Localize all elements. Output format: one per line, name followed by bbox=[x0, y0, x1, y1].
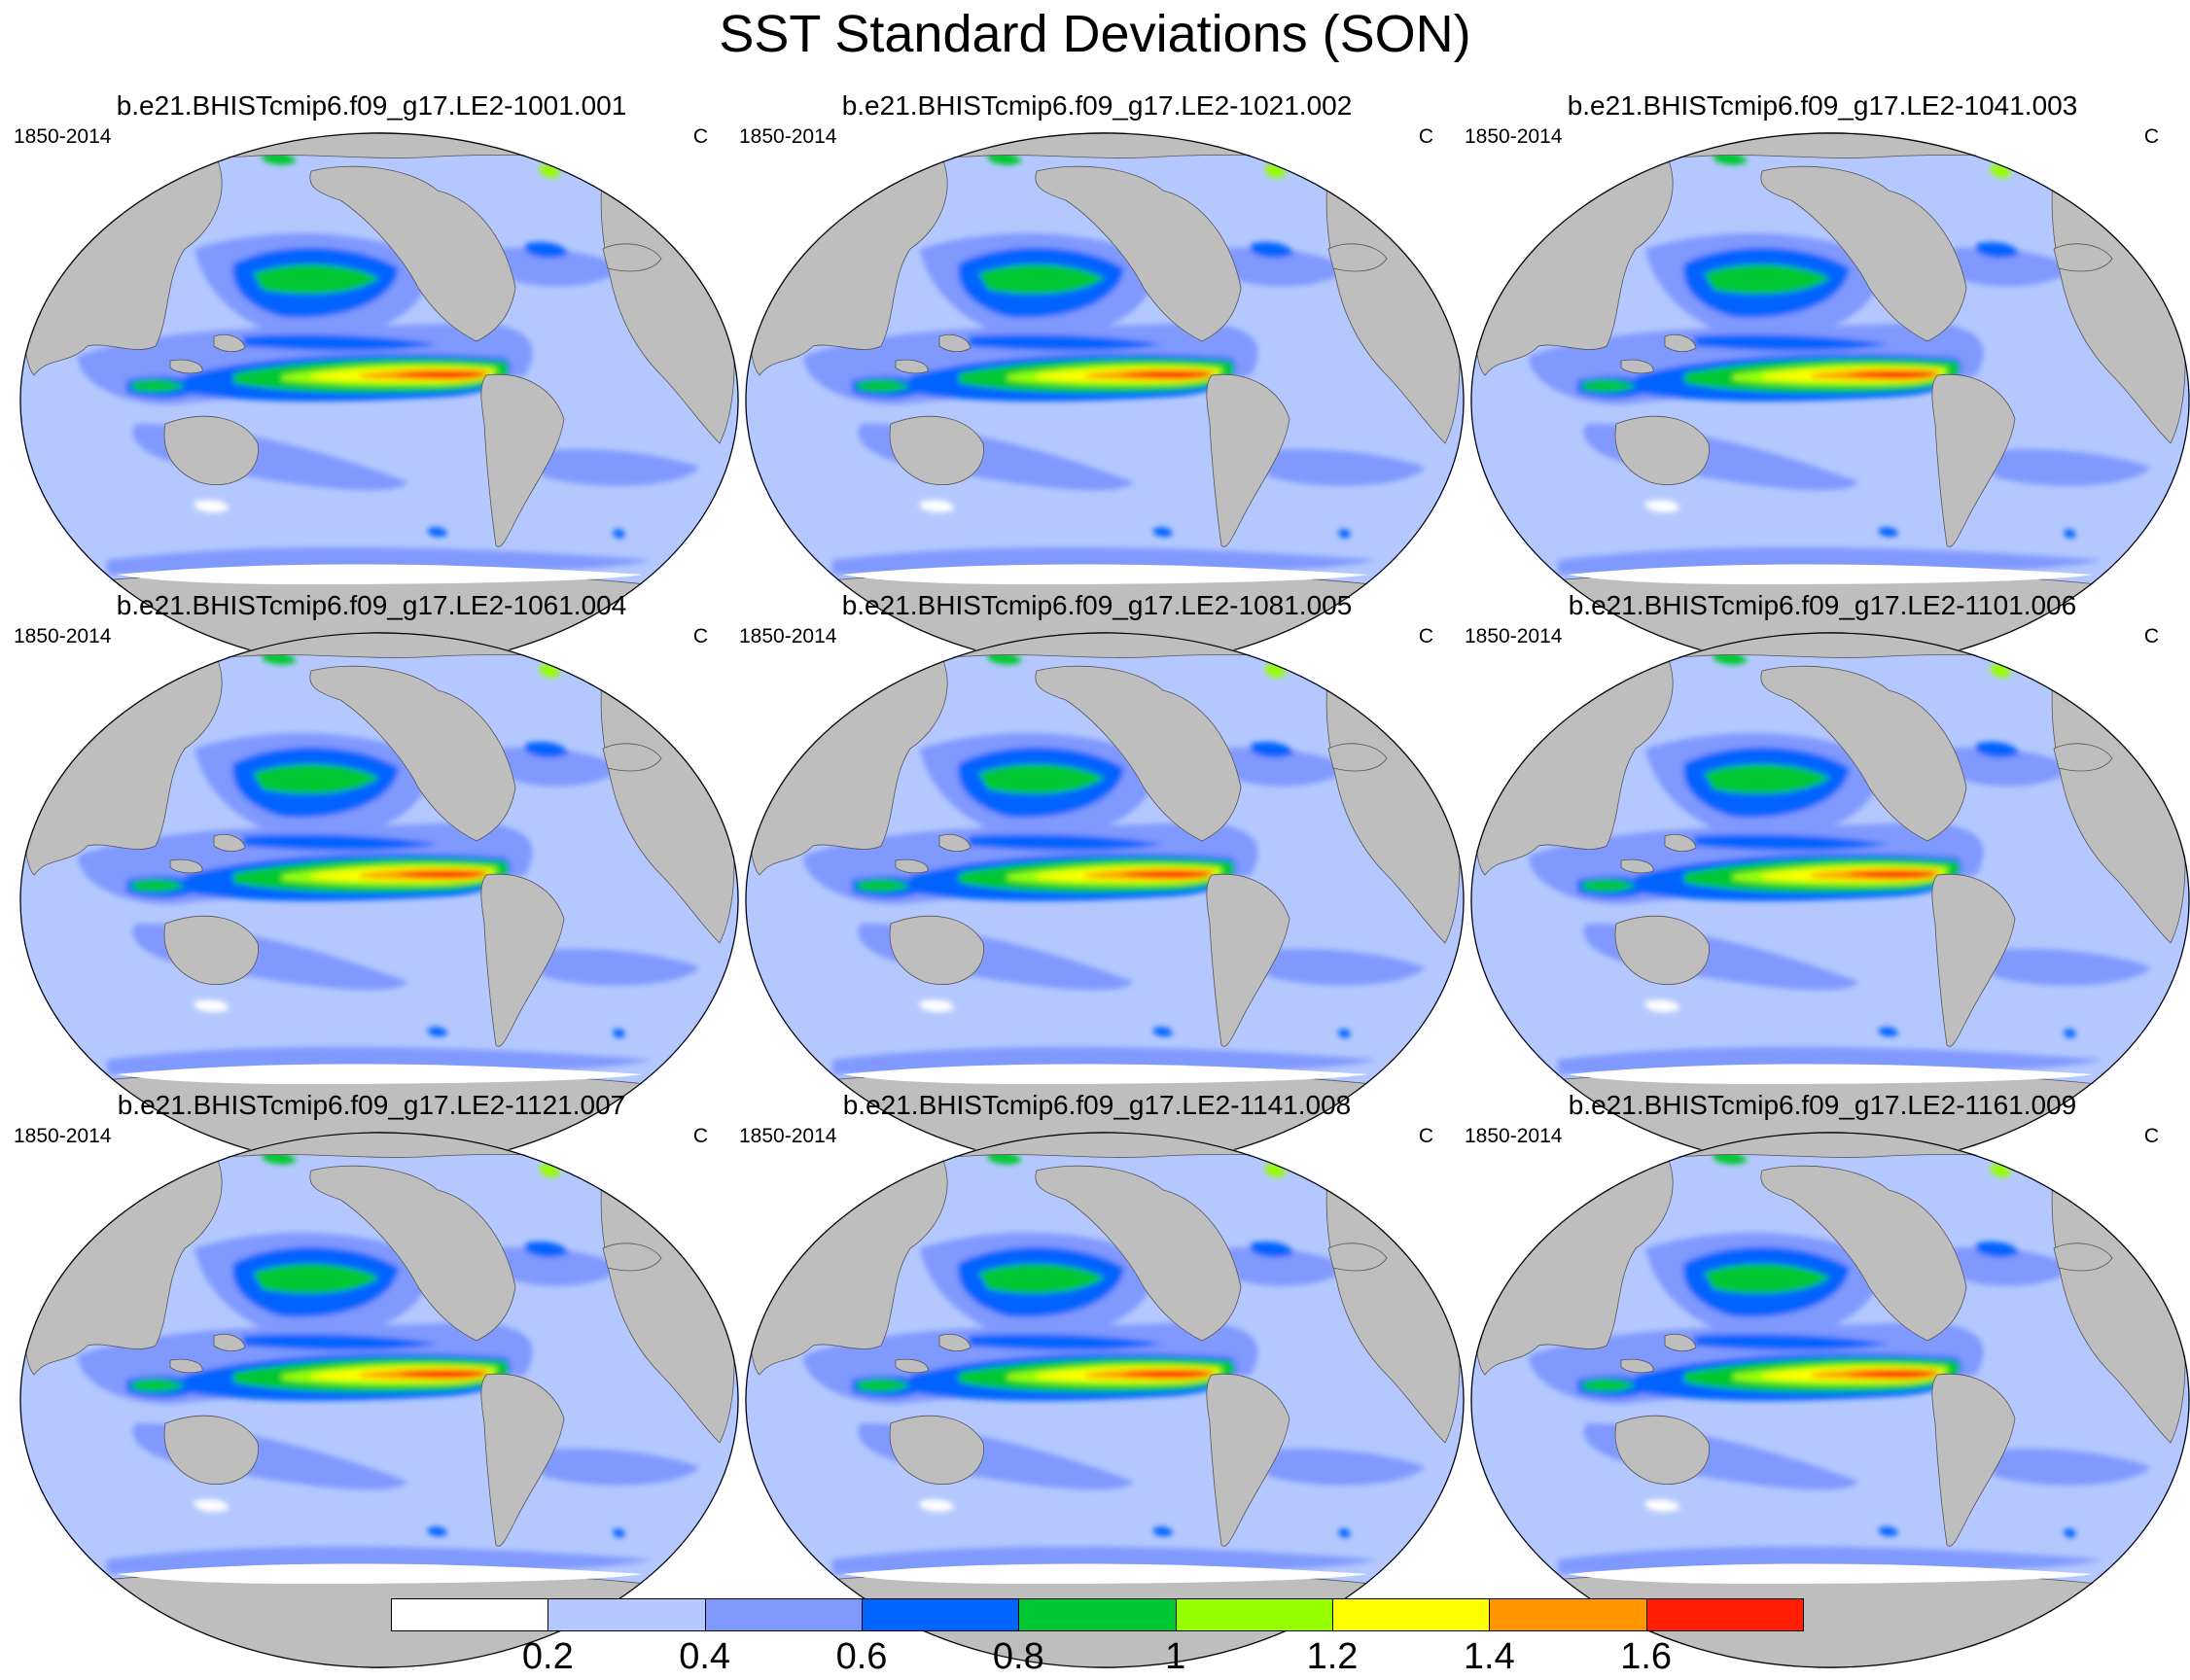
map-panel: b.e21.BHISTcmip6.f09_g17.LE2-1041.003 185… bbox=[1461, 89, 2190, 669]
panel-title: b.e21.BHISTcmip6.f09_g17.LE2-1101.006 bbox=[1568, 590, 2077, 620]
world-map bbox=[745, 1132, 1465, 1668]
panel-title: b.e21.BHISTcmip6.f09_g17.LE2-1021.002 bbox=[841, 90, 1353, 121]
world-map bbox=[19, 632, 739, 1169]
panel-period-label: 1850-2014 bbox=[739, 1125, 837, 1147]
panel-title: b.e21.BHISTcmip6.f09_g17.LE2-1061.004 bbox=[116, 590, 627, 620]
panel-units-label: C bbox=[2143, 125, 2159, 148]
map-panel: b.e21.BHISTcmip6.f09_g17.LE2-1001.001 185… bbox=[10, 89, 739, 669]
panel-units-label: C bbox=[692, 125, 708, 148]
map-border bbox=[1470, 1132, 2190, 1668]
sea-ice-edge bbox=[842, 564, 1367, 584]
colorbar-tick-label: 1.2 bbox=[1306, 1636, 1359, 1677]
sea-ice-edge bbox=[842, 1064, 1367, 1084]
colorbar bbox=[391, 1598, 1804, 1631]
sea-ice-edge bbox=[117, 1563, 642, 1584]
panel-units-label: C bbox=[2143, 1125, 2159, 1147]
panel-period-label: 1850-2014 bbox=[1465, 1125, 1563, 1147]
panel-units-label: C bbox=[692, 1125, 708, 1147]
map-panel: b.e21.BHISTcmip6.f09_g17.LE2-1141.008 185… bbox=[735, 1089, 1465, 1668]
panel-title: b.e21.BHISTcmip6.f09_g17.LE2-1141.008 bbox=[842, 1090, 1352, 1120]
figure-title: SST Standard Deviations (SON) bbox=[719, 5, 1471, 63]
panel-title: b.e21.BHISTcmip6.f09_g17.LE2-1001.001 bbox=[116, 90, 627, 121]
colorbar-tick-label: 1.4 bbox=[1463, 1636, 1515, 1677]
world-map bbox=[1470, 1132, 2190, 1668]
colorbar-swatch bbox=[704, 1598, 863, 1631]
colorbar-swatch bbox=[1645, 1598, 1804, 1631]
panel-period-label: 1850-2014 bbox=[1465, 125, 1563, 148]
sea-ice-edge bbox=[117, 1064, 642, 1084]
colorbar-tick-label: 1 bbox=[1165, 1636, 1186, 1677]
colorbar-tick-label: 1.6 bbox=[1620, 1636, 1673, 1677]
world-map bbox=[1470, 632, 2190, 1169]
colorbar-tick-label: 0.2 bbox=[521, 1636, 574, 1677]
panel-title: b.e21.BHISTcmip6.f09_g17.LE2-1041.003 bbox=[1567, 90, 2078, 121]
panel-units-label: C bbox=[2143, 625, 2159, 648]
map-border bbox=[19, 1132, 739, 1668]
colorbar-swatch bbox=[1175, 1598, 1333, 1631]
colorbar-tick-label: 0.4 bbox=[679, 1636, 731, 1677]
panel-title: b.e21.BHISTcmip6.f09_g17.LE2-1161.009 bbox=[1568, 1090, 2077, 1120]
panel-period-label: 1850-2014 bbox=[739, 625, 837, 648]
colorbar-swatch bbox=[1332, 1598, 1491, 1631]
map-panel: b.e21.BHISTcmip6.f09_g17.LE2-1121.007 185… bbox=[10, 1089, 739, 1668]
colorbar-swatch bbox=[1018, 1598, 1177, 1631]
world-map bbox=[19, 1132, 739, 1668]
world-map bbox=[19, 132, 739, 669]
sst-anomaly-field bbox=[803, 1148, 1426, 1576]
sea-ice-edge bbox=[117, 564, 642, 584]
panel-units-label: C bbox=[1418, 1125, 1433, 1147]
colorbar-swatch bbox=[862, 1598, 1020, 1631]
colorbar-tick-label: 0.8 bbox=[992, 1636, 1044, 1677]
panel-title: b.e21.BHISTcmip6.f09_g17.LE2-1121.007 bbox=[117, 1090, 626, 1120]
panel-units-label: C bbox=[1418, 125, 1433, 148]
panel-title: b.e21.BHISTcmip6.f09_g17.LE2-1081.005 bbox=[841, 590, 1353, 620]
sea-ice-edge bbox=[1568, 1563, 2093, 1584]
colorbar-swatch bbox=[391, 1598, 549, 1631]
map-panel: b.e21.BHISTcmip6.f09_g17.LE2-1081.005 185… bbox=[735, 589, 1465, 1169]
sst-anomaly-field bbox=[1529, 149, 2151, 577]
sea-ice-edge bbox=[1568, 1064, 2093, 1084]
colorbar-swatch bbox=[1489, 1598, 1647, 1631]
colorbar-swatch bbox=[548, 1598, 706, 1631]
sst-anomaly-field bbox=[803, 149, 1426, 577]
panel-period-label: 1850-2014 bbox=[1465, 625, 1563, 648]
colorbar-tick-label: 0.6 bbox=[835, 1636, 888, 1677]
sea-ice-edge bbox=[842, 1563, 1367, 1584]
panel-period-label: 1850-2014 bbox=[14, 625, 112, 648]
map-panel: b.e21.BHISTcmip6.f09_g17.LE2-1101.006 185… bbox=[1461, 589, 2190, 1169]
world-map bbox=[745, 632, 1465, 1169]
panel-period-label: 1850-2014 bbox=[14, 1125, 112, 1147]
panel-units-label: C bbox=[692, 625, 708, 648]
panel-period-label: 1850-2014 bbox=[739, 125, 837, 148]
world-map bbox=[745, 132, 1465, 669]
sst-anomaly-field bbox=[78, 648, 700, 1076]
map-panel: b.e21.BHISTcmip6.f09_g17.LE2-1161.009 185… bbox=[1461, 1089, 2190, 1668]
map-border bbox=[745, 1132, 1465, 1668]
map-panel: b.e21.BHISTcmip6.f09_g17.LE2-1021.002 185… bbox=[735, 89, 1465, 669]
panel-period-label: 1850-2014 bbox=[14, 125, 112, 148]
world-map bbox=[1470, 132, 2190, 669]
sea-ice-edge bbox=[1568, 564, 2093, 584]
panel-units-label: C bbox=[1418, 625, 1433, 648]
map-panel: b.e21.BHISTcmip6.f09_g17.LE2-1061.004 185… bbox=[10, 589, 739, 1169]
